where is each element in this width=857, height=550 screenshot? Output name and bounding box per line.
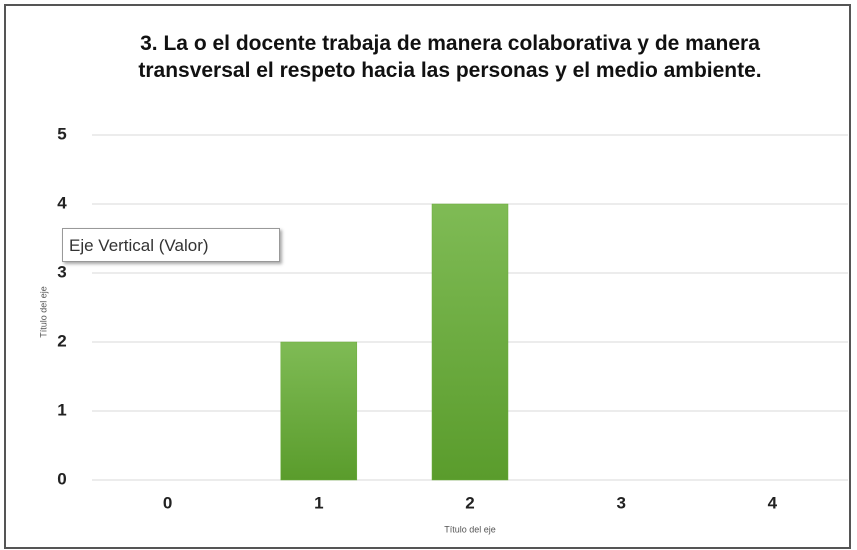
x-axis-title: Título del eje [444,524,496,534]
x-tick-label: 2 [465,493,474,512]
x-tick-label: 1 [314,493,323,512]
y-axis-title: Título del eje [38,286,48,338]
y-tick-label: 3 [57,262,66,281]
bar [280,341,358,481]
bar [431,203,509,481]
y-tick-label: 5 [57,124,66,143]
chart-title: 3. La o el docente trabaja de manera col… [138,32,762,82]
tooltip: Eje Vertical (Valor) [62,228,280,262]
chart-frame [4,4,851,549]
x-tick-label: 4 [768,493,778,512]
y-tick-label: 2 [57,331,66,350]
y-tick-label: 4 [57,193,67,212]
x-tick-label: 3 [616,493,625,512]
y-tick-label: 0 [57,469,66,488]
x-tick-label: 0 [163,493,172,512]
y-tick-label: 1 [57,400,66,419]
